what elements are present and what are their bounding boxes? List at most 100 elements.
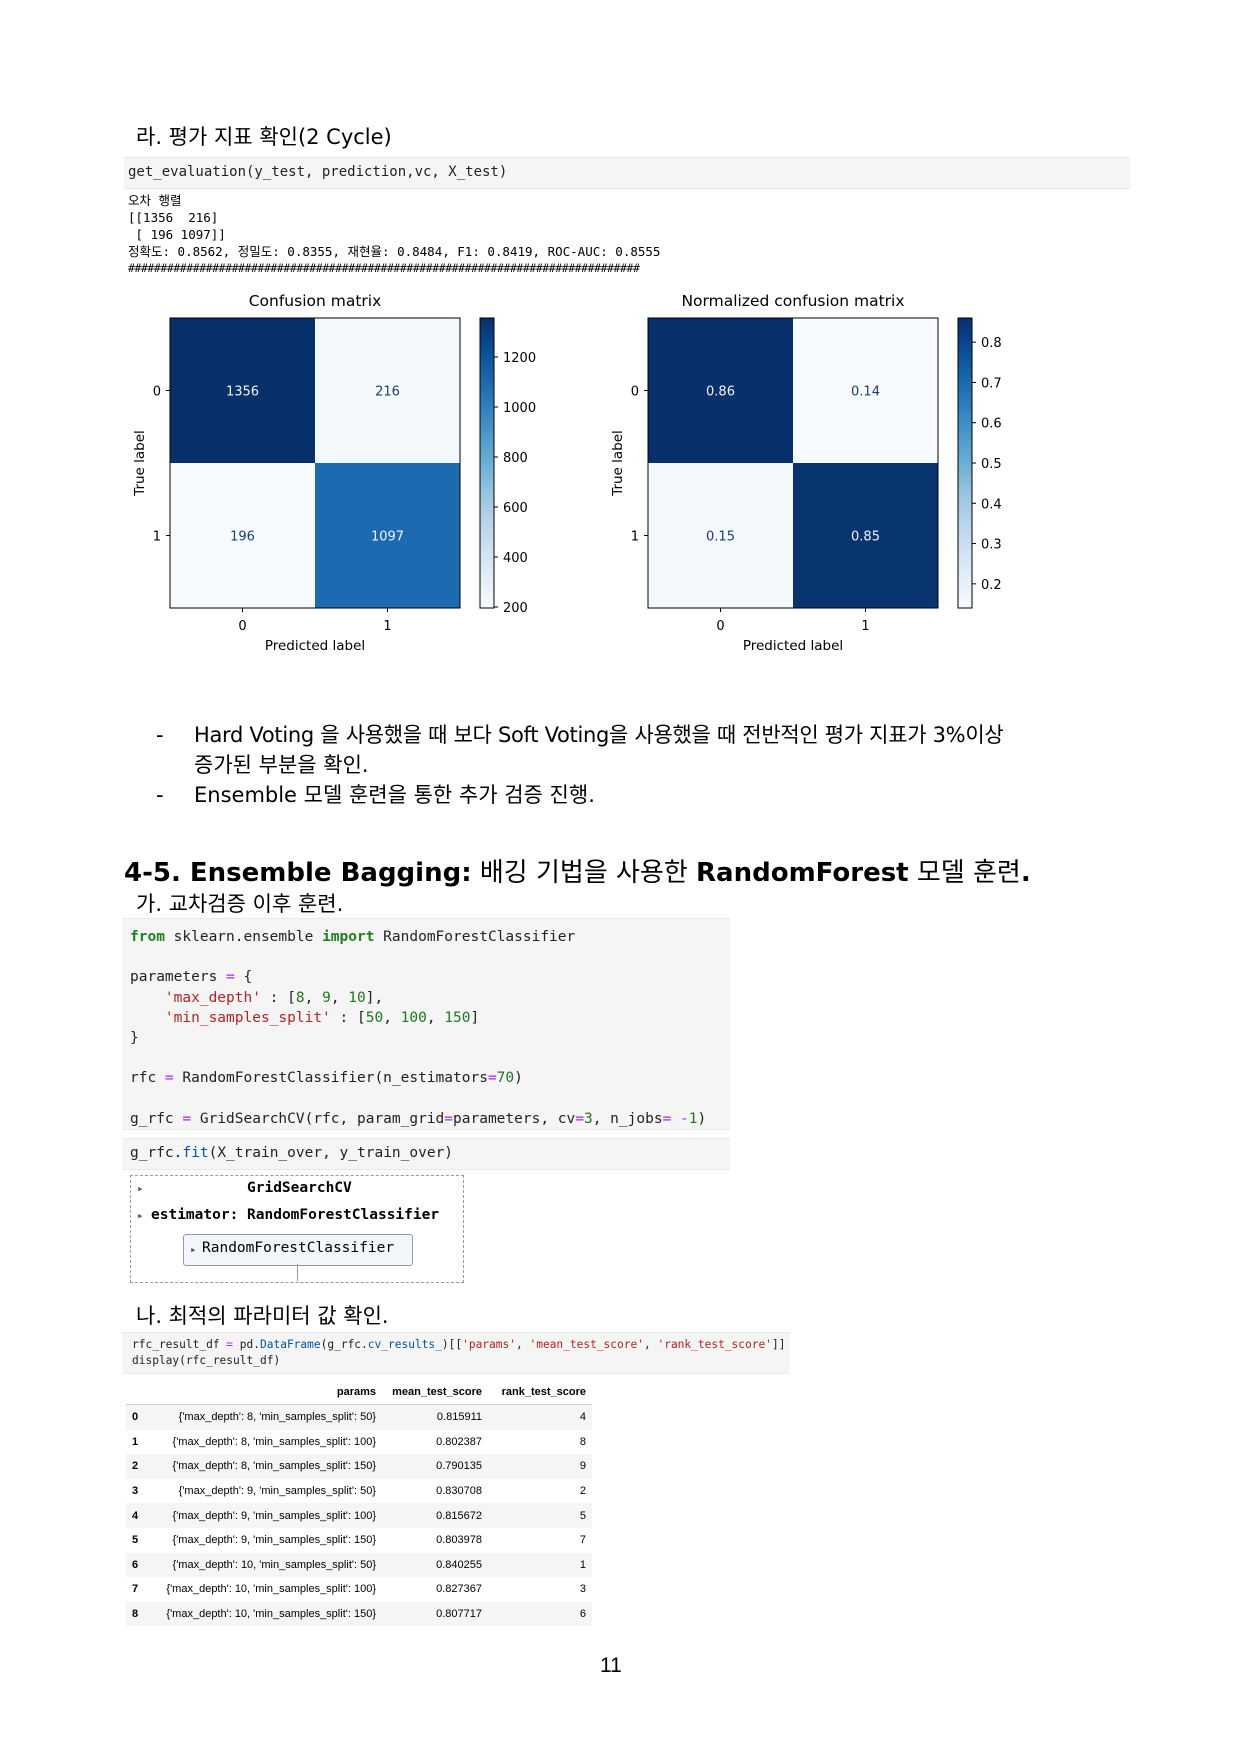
row-mean-test-score: 0.790135 bbox=[382, 1454, 488, 1479]
row-params: {'max_depth': 8, 'min_samples_split': 15… bbox=[152, 1454, 382, 1479]
code-cell-rfc: from sklearn.ensemble import RandomFores… bbox=[122, 918, 730, 1130]
x-tick-label: 0 bbox=[238, 619, 246, 634]
output-line-matrix-2: [ 196 1097]] bbox=[128, 227, 226, 242]
output-line-title: 오차 행렬 bbox=[128, 193, 182, 208]
row-index: 2 bbox=[126, 1454, 152, 1479]
chart-title: Normalized confusion matrix bbox=[681, 292, 904, 310]
cell-value-label: 0.86 bbox=[706, 385, 735, 400]
cell-value-label: 216 bbox=[375, 385, 400, 400]
row-index: 3 bbox=[132, 1485, 139, 1498]
y-axis-label: True label bbox=[610, 430, 626, 497]
row-index: 4 bbox=[126, 1503, 152, 1528]
heatmap-cell bbox=[793, 463, 938, 608]
code-block-rfc: from sklearn.ensemble import RandomFores… bbox=[130, 929, 707, 1127]
tree-connector bbox=[297, 1264, 298, 1281]
row-params: {'max_depth': 10, 'min_samples_split': 5… bbox=[152, 1552, 382, 1578]
row-index: 1 bbox=[132, 1435, 139, 1448]
row-mean-test-score: 0.815911 bbox=[382, 1404, 488, 1430]
colorbar-tick-label: 0.5 bbox=[981, 457, 1002, 472]
row-rank: 1 bbox=[488, 1552, 592, 1578]
estimator-label[interactable]: estimator: RandomForestClassifier bbox=[151, 1207, 440, 1223]
row-index: 5 bbox=[132, 1534, 139, 1547]
colorbar bbox=[957, 317, 973, 609]
cell-value-label: 1356 bbox=[226, 385, 259, 400]
colorbar-tick-label: 1200 bbox=[503, 351, 536, 366]
colorbar-tick-label: 0.8 bbox=[981, 336, 1002, 351]
output-line-separator: ########################################… bbox=[128, 261, 640, 275]
title-normal-part: 배깅 기법을 사용한 bbox=[471, 858, 697, 888]
bullet-dash: - bbox=[156, 723, 164, 747]
cell-value-label: 0.14 bbox=[851, 385, 880, 400]
title-end: . bbox=[1020, 858, 1031, 888]
heatmap-cell bbox=[170, 463, 315, 608]
title-bold-part: 4-5. Ensemble Bagging: bbox=[124, 858, 472, 888]
cell-value-label: 1097 bbox=[371, 530, 404, 545]
expand-arrow-icon[interactable]: ▸ bbox=[137, 1182, 144, 1195]
heatmap-cell bbox=[315, 463, 460, 608]
row-params: {'max_depth': 9, 'min_samples_split': 10… bbox=[152, 1503, 382, 1528]
heatmap-cell bbox=[793, 318, 938, 463]
result-table: params mean_test_score rank_test_score 0… bbox=[126, 1380, 592, 1627]
rfc-estimator-label[interactable]: RandomForestClassifier bbox=[202, 1240, 395, 1256]
table-row: 8 {'max_depth': 10, 'min_samples_split': … bbox=[126, 1601, 592, 1627]
table-row: 6 {'max_depth': 10, 'min_samples_split': … bbox=[126, 1552, 592, 1578]
expand-arrow-icon[interactable]: ▸ bbox=[137, 1209, 144, 1222]
rfc-estimator-box[interactable]: ▸ RandomForestClassifier bbox=[183, 1234, 413, 1266]
cell-value-label: 0.85 bbox=[851, 530, 880, 545]
colorbar-tick-label: 800 bbox=[503, 451, 528, 466]
section-45-title: 4-5. Ensemble Bagging: 배깅 기법을 사용한 Random… bbox=[124, 852, 1031, 889]
x-tick-label: 0 bbox=[716, 619, 724, 634]
output-line-metrics: 정확도: 0.8562, 정밀도: 0.8355, 재현율: 0.8484, F… bbox=[128, 244, 661, 259]
title-bold-model: RandomForest bbox=[696, 858, 909, 888]
colorbar-tick-label: 400 bbox=[503, 551, 528, 566]
table-row: 0 {'max_depth': 8, 'min_samples_split': 5… bbox=[126, 1404, 592, 1430]
colorbar-tick-label: 200 bbox=[503, 601, 528, 616]
chart-0: Confusion matrix 1356 216 196 1097 0 1 0 1 Predic… bbox=[132, 292, 536, 654]
row-rank: 2 bbox=[579, 1485, 586, 1498]
row-rank: 3 bbox=[579, 1583, 586, 1596]
title-normal-part2: 모델 훈련 bbox=[908, 858, 1021, 888]
table-row: 4 {'max_depth': 9, 'min_samples_split': 1… bbox=[126, 1503, 592, 1528]
expand-arrow-icon[interactable]: ▸ bbox=[190, 1243, 197, 1256]
y-tick-label: 0 bbox=[153, 385, 161, 400]
heatmap-frame bbox=[647, 317, 939, 609]
section-na-title: 나. 최적의 파라미터 값 확인. bbox=[136, 1304, 389, 1328]
colorbar-tick-label: 0.4 bbox=[981, 497, 1002, 512]
table-header-row: params mean_test_score rank_test_score bbox=[126, 1380, 592, 1405]
cell-value-label: 0.15 bbox=[706, 530, 735, 545]
bullet-text-line1: Ensemble 모델 훈련을 통한 추가 검증 진행. bbox=[194, 783, 595, 807]
bullet-item: - Ensemble 모델 훈련을 통한 추가 검증 진행. bbox=[156, 780, 1136, 810]
row-mean-test-score: 0.802387 bbox=[436, 1435, 482, 1448]
table-row: 5 {'max_depth': 9, 'min_samples_split': 1… bbox=[126, 1528, 592, 1553]
row-mean-test-score: 0.803978 bbox=[436, 1534, 482, 1547]
chart-title: Confusion matrix bbox=[249, 292, 382, 310]
code-fit: g_rfc.fit(X_train_over, y_train_over) bbox=[130, 1145, 454, 1161]
table-header-mean-score: mean_test_score bbox=[382, 1380, 488, 1405]
bullet-list: - Hard Voting 을 사용했을 때 보다 Soft Voting을 사… bbox=[156, 720, 1136, 810]
y-tick-label: 1 bbox=[631, 530, 639, 545]
heatmap-frame bbox=[169, 317, 461, 609]
bullet-text-line2: 증가된 부분을 확인. bbox=[194, 753, 369, 777]
row-index: 0 bbox=[126, 1404, 152, 1430]
row-rank: 6 bbox=[488, 1601, 592, 1627]
row-params: {'max_depth': 10, 'min_samples_split': 1… bbox=[152, 1601, 382, 1627]
eval-output: 오차 행렬 [[1356 216] [ 196 1097]] 정확도: 0.85… bbox=[128, 192, 660, 277]
row-params: {'max_depth': 8, 'min_samples_split': 10… bbox=[172, 1435, 376, 1448]
colorbar bbox=[479, 317, 495, 609]
colorbar-tick-label: 0.3 bbox=[981, 538, 1002, 553]
row-rank: 9 bbox=[488, 1454, 592, 1479]
x-axis-label: Predicted label bbox=[743, 638, 843, 654]
code-cell-fit: g_rfc.fit(X_train_over, y_train_over) bbox=[122, 1138, 730, 1170]
gridsearchcv-label[interactable]: GridSearchCV bbox=[247, 1180, 352, 1196]
row-params: {'max_depth': 8, 'min_samples_split': 50… bbox=[152, 1404, 382, 1430]
heatmap-cell bbox=[315, 318, 460, 463]
table-row: 3 {'max_depth': 9, 'min_samples_split': 5… bbox=[126, 1479, 592, 1504]
colorbar-tick-label: 0.7 bbox=[981, 376, 1002, 391]
row-rank: 7 bbox=[579, 1534, 586, 1547]
heatmap-cell bbox=[648, 463, 793, 608]
colorbar-tick-label: 1000 bbox=[503, 401, 536, 416]
cell-value-label: 196 bbox=[230, 530, 255, 545]
table-row: 2 {'max_depth': 8, 'min_samples_split': 1… bbox=[126, 1454, 592, 1479]
table-header-params: params bbox=[152, 1380, 382, 1405]
colorbar-tick-label: 0.6 bbox=[981, 417, 1002, 432]
